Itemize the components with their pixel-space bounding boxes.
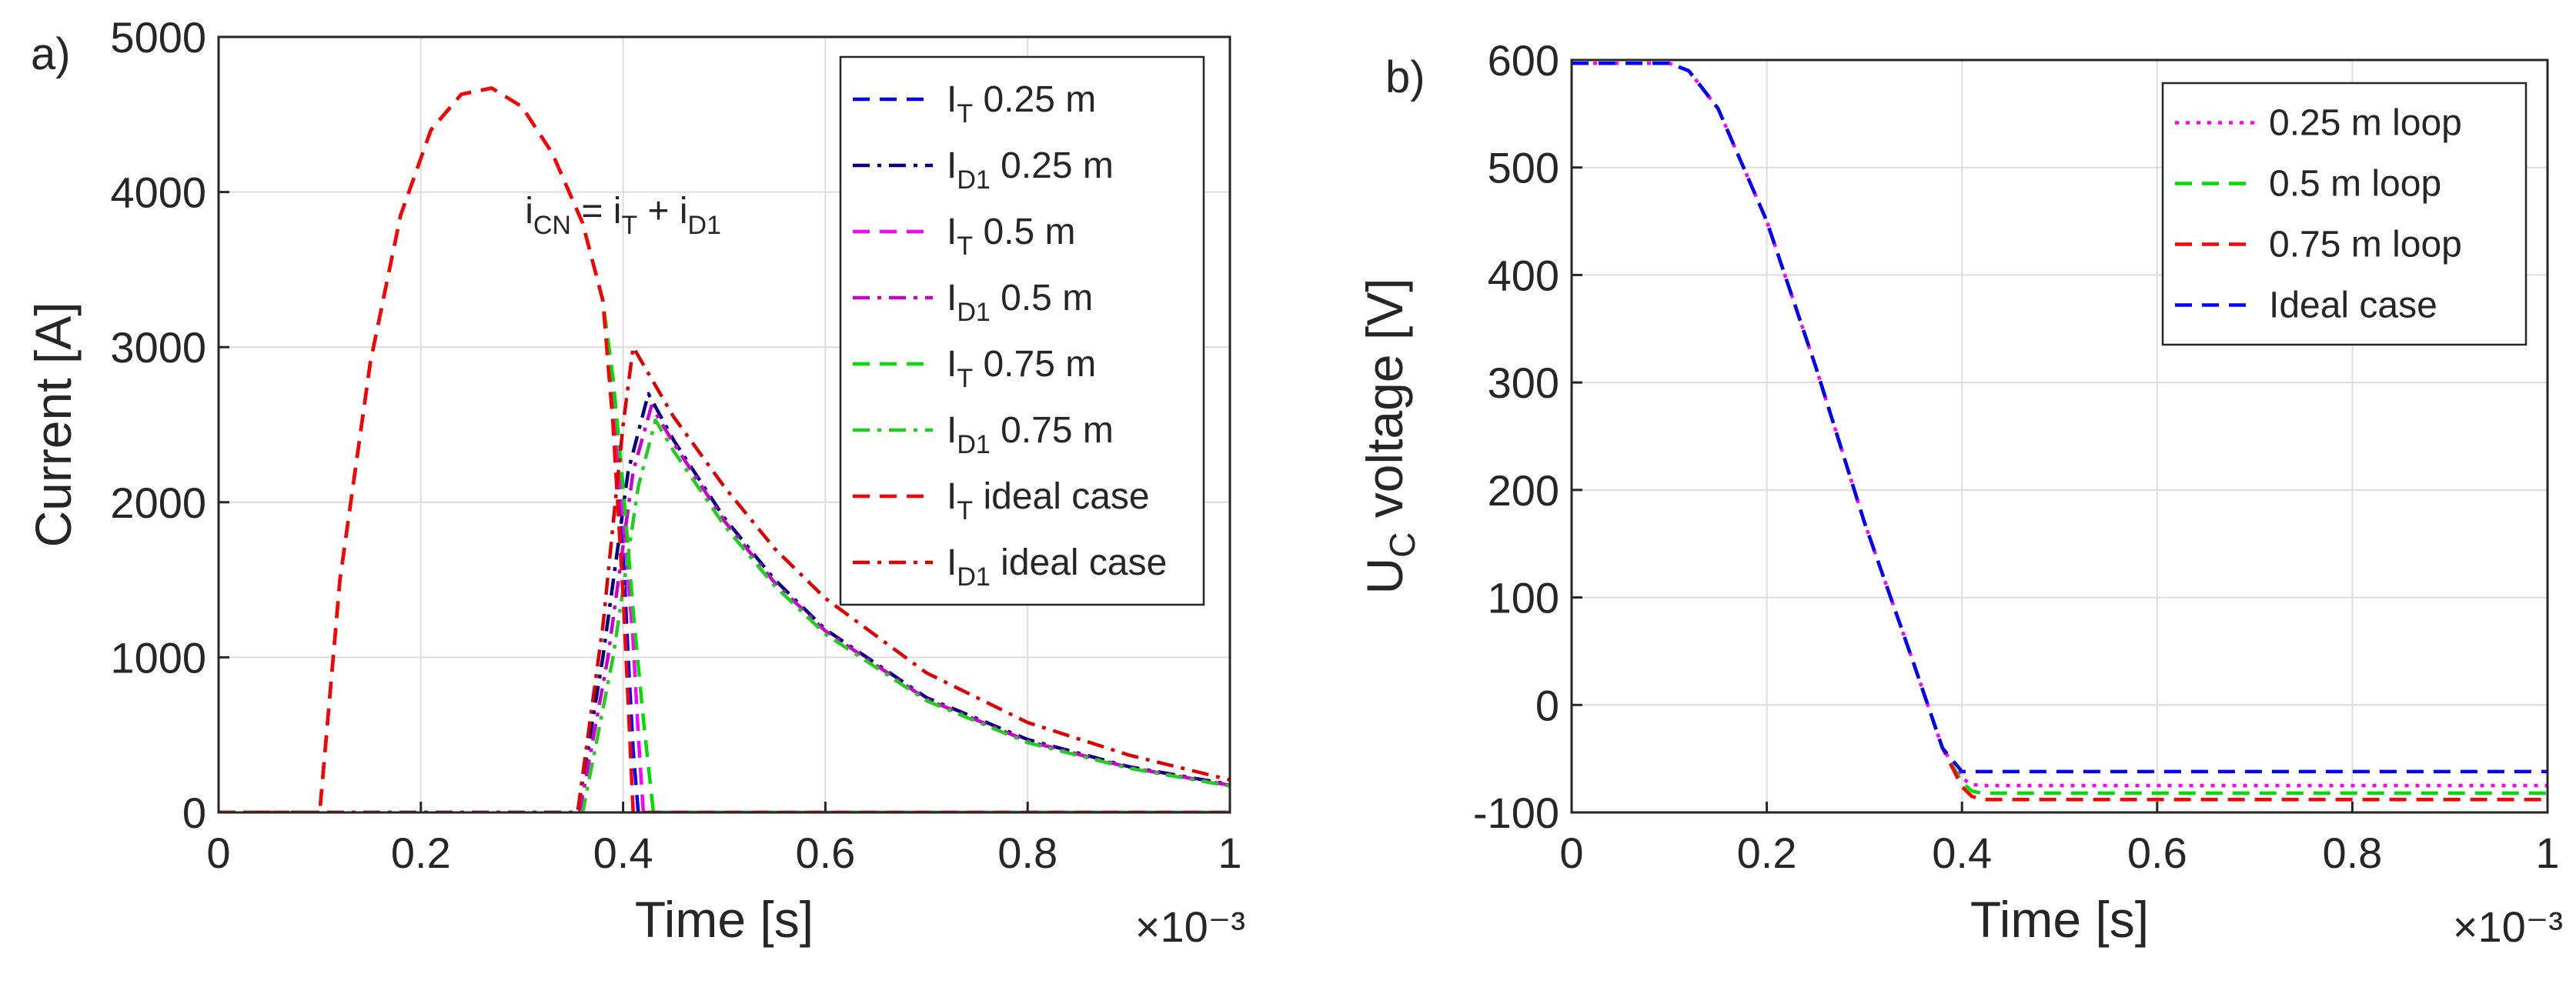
y-tick-label: 5000 [110, 13, 206, 62]
series-line-4 [1572, 61, 2548, 774]
x-axis-label: Time [s] [635, 891, 814, 948]
panel-label: b) [1385, 52, 1425, 102]
legend-entry: IT 0.75 m [853, 344, 1096, 393]
y-tick-label: 3000 [110, 323, 206, 372]
x-tick-label: 0.6 [2127, 829, 2187, 877]
y-tick-label: 300 [1488, 359, 1559, 407]
y-tick-label: 4000 [110, 168, 206, 217]
y-tick-label: 1000 [110, 633, 206, 682]
legend-label: ID1 0.25 m [947, 145, 1114, 195]
y-tick-label: 400 [1488, 251, 1559, 299]
y-tick-label: 100 [1488, 574, 1559, 622]
x-tick-label: 0.4 [593, 829, 653, 877]
x-tick-label: 1 [2535, 829, 2559, 877]
legend-entry: ID1 ideal case [853, 542, 1167, 592]
legend-box [839, 55, 1205, 606]
y-tick-label: 500 [1488, 144, 1559, 192]
legend-label: ID1 ideal case [947, 542, 1167, 592]
legend-entry: IT 0.25 m [853, 79, 1096, 128]
x-tick-label: 0.2 [1737, 829, 1797, 877]
legend-entry: IT ideal case [853, 476, 1150, 525]
panel-label: a) [31, 29, 71, 79]
legend-label: IT ideal case [947, 476, 1150, 525]
x-tick-label: 0.8 [997, 829, 1057, 877]
legend-entry: IT 0.5 m [853, 212, 1076, 261]
x-axis-exponent: ×10⁻³ [2453, 902, 2563, 951]
legend-label: 0.25 m loop [2269, 103, 2462, 144]
legend-label: IT 0.5 m [947, 212, 1076, 261]
legend-label: Ideal case [2269, 285, 2437, 326]
legend-label: IT 0.75 m [947, 344, 1096, 393]
legend: 0.25 m loop 0.5 m loop 0.75 m loop Ideal ca… [2161, 82, 2528, 346]
y-tick-label: -100 [1473, 789, 1559, 837]
legend-entry: 0.25 m loop [2175, 103, 2462, 144]
chart-annotation: iCN = iT + iD1 [525, 191, 721, 240]
legend-label: ID1 0.5 m [947, 278, 1093, 327]
legend-entry: ID1 0.75 m [853, 410, 1114, 459]
chart-capacitor-voltage: 0 0.2 0.4 0.6 0.8 1-1000100200300400500600Tim… [1356, 36, 2563, 951]
legend-entry: 0.75 m loop [2175, 225, 2462, 265]
x-tick-label: 0.2 [391, 829, 451, 877]
x-axis-label: Time [s] [1970, 891, 2149, 948]
legend-label: 0.75 m loop [2269, 225, 2462, 265]
legend-entry: 0.5 m loop [2175, 164, 2441, 205]
x-tick-label: 0 [206, 829, 230, 877]
x-tick-label: 0.8 [2322, 829, 2382, 877]
y-axis-label: Current [A] [25, 302, 82, 547]
legend-entry: ID1 0.5 m [853, 278, 1093, 327]
legend-entry: ID1 0.25 m [853, 145, 1114, 195]
series-group [1572, 61, 2548, 802]
legend-box [2161, 82, 2528, 346]
y-tick-label: 200 [1488, 466, 1559, 515]
y-tick-label: 0 [1535, 681, 1559, 729]
axes-box [1570, 58, 2549, 814]
legend-label: ID1 0.75 m [947, 410, 1114, 459]
x-tick-label: 1 [1218, 829, 1241, 877]
y-tick-label: 2000 [110, 479, 206, 527]
series-line-8 [219, 345, 1230, 812]
axes-box [217, 35, 1231, 814]
legend-entry: Ideal case [2175, 285, 2437, 326]
chart-current: 0 0.2 0.4 0.6 0.8 1 0 1000 2000 3000 4000 5000 Time … [25, 13, 1245, 951]
legend-label: 0.5 m loop [2269, 164, 2441, 205]
y-tick-label: 0 [182, 789, 206, 837]
series-line-6 [219, 418, 1230, 812]
legend-label: IT 0.25 m [947, 79, 1096, 128]
y-axis-label: UC voltage [V] [1356, 278, 1422, 594]
y-tick-label: 600 [1488, 36, 1559, 85]
x-axis-exponent: ×10⁻³ [1135, 902, 1245, 951]
x-tick-label: 0.6 [795, 829, 855, 877]
x-tick-label: 0.4 [1932, 829, 1992, 877]
series-group [219, 86, 1230, 812]
legend: IT 0.25 m ID1 0.25 m IT 0.5 m ID1 0.5 m IT 0… [839, 55, 1205, 606]
x-tick-label: 0 [1559, 829, 1583, 877]
